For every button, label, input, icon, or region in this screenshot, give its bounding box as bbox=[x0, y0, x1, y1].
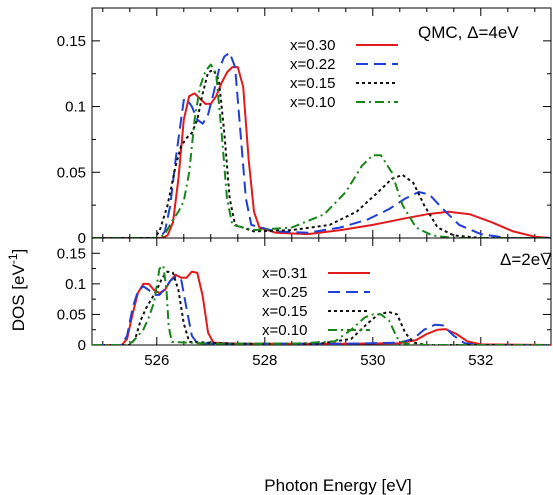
bottom-panel: 526 528 530 532 0 0.05 0.1 0.15 Δ=2eV x=0.31 x=0.2… bbox=[57, 237, 552, 369]
y-tick-label: 0.1 bbox=[65, 276, 86, 293]
series-line-x=0.31 bbox=[92, 270, 551, 345]
x-axis-label: Photon Energy [eV] bbox=[264, 476, 411, 495]
y-tick-label: 0.15 bbox=[57, 245, 86, 262]
y-tick-label: 0 bbox=[78, 337, 86, 354]
y-tick-label: 0.15 bbox=[57, 33, 86, 50]
legend-label: x=0.10 bbox=[262, 322, 307, 339]
x-tick-label: 530 bbox=[360, 352, 385, 369]
x-tick-label: 528 bbox=[252, 352, 277, 369]
series-line-x=0.30 bbox=[92, 66, 551, 238]
y-axis-label: DOS [eV-1] bbox=[6, 249, 28, 332]
y-tick-label: 0.05 bbox=[57, 164, 86, 181]
series-line-x=0.15 bbox=[92, 68, 551, 238]
legend-label: x=0.15 bbox=[290, 75, 335, 92]
series-line-x=0.22 bbox=[92, 51, 551, 238]
legend-label: x=0.31 bbox=[262, 265, 307, 282]
legend-label: x=0.25 bbox=[262, 284, 307, 301]
series-line-x=0.10 bbox=[92, 63, 551, 238]
y-tick-label: 0 bbox=[78, 230, 86, 247]
legend-label: x=0.30 bbox=[290, 37, 335, 54]
series-line-x=0.10 bbox=[92, 264, 551, 345]
legend-label: x=0.22 bbox=[290, 56, 335, 73]
y-tick-label: 0.1 bbox=[65, 99, 86, 116]
panel-title: QMC, Δ=4eV bbox=[418, 23, 519, 42]
series-line-x=0.25 bbox=[92, 275, 551, 345]
legend-label: x=0.10 bbox=[290, 94, 335, 111]
series-line-x=0.15 bbox=[92, 270, 551, 345]
top-panel: 0 0.05 0.1 0.15 QMC, Δ=4eV x=0.30 x=0.22 x=0.15… bbox=[57, 7, 552, 247]
plot-frame bbox=[91, 237, 552, 346]
y-tick-label: 0.05 bbox=[57, 306, 86, 323]
panel-title: Δ=2eV bbox=[500, 250, 552, 269]
x-tick-label: 526 bbox=[144, 352, 169, 369]
legend-label: x=0.15 bbox=[262, 303, 307, 320]
x-tick-label: 532 bbox=[468, 352, 493, 369]
